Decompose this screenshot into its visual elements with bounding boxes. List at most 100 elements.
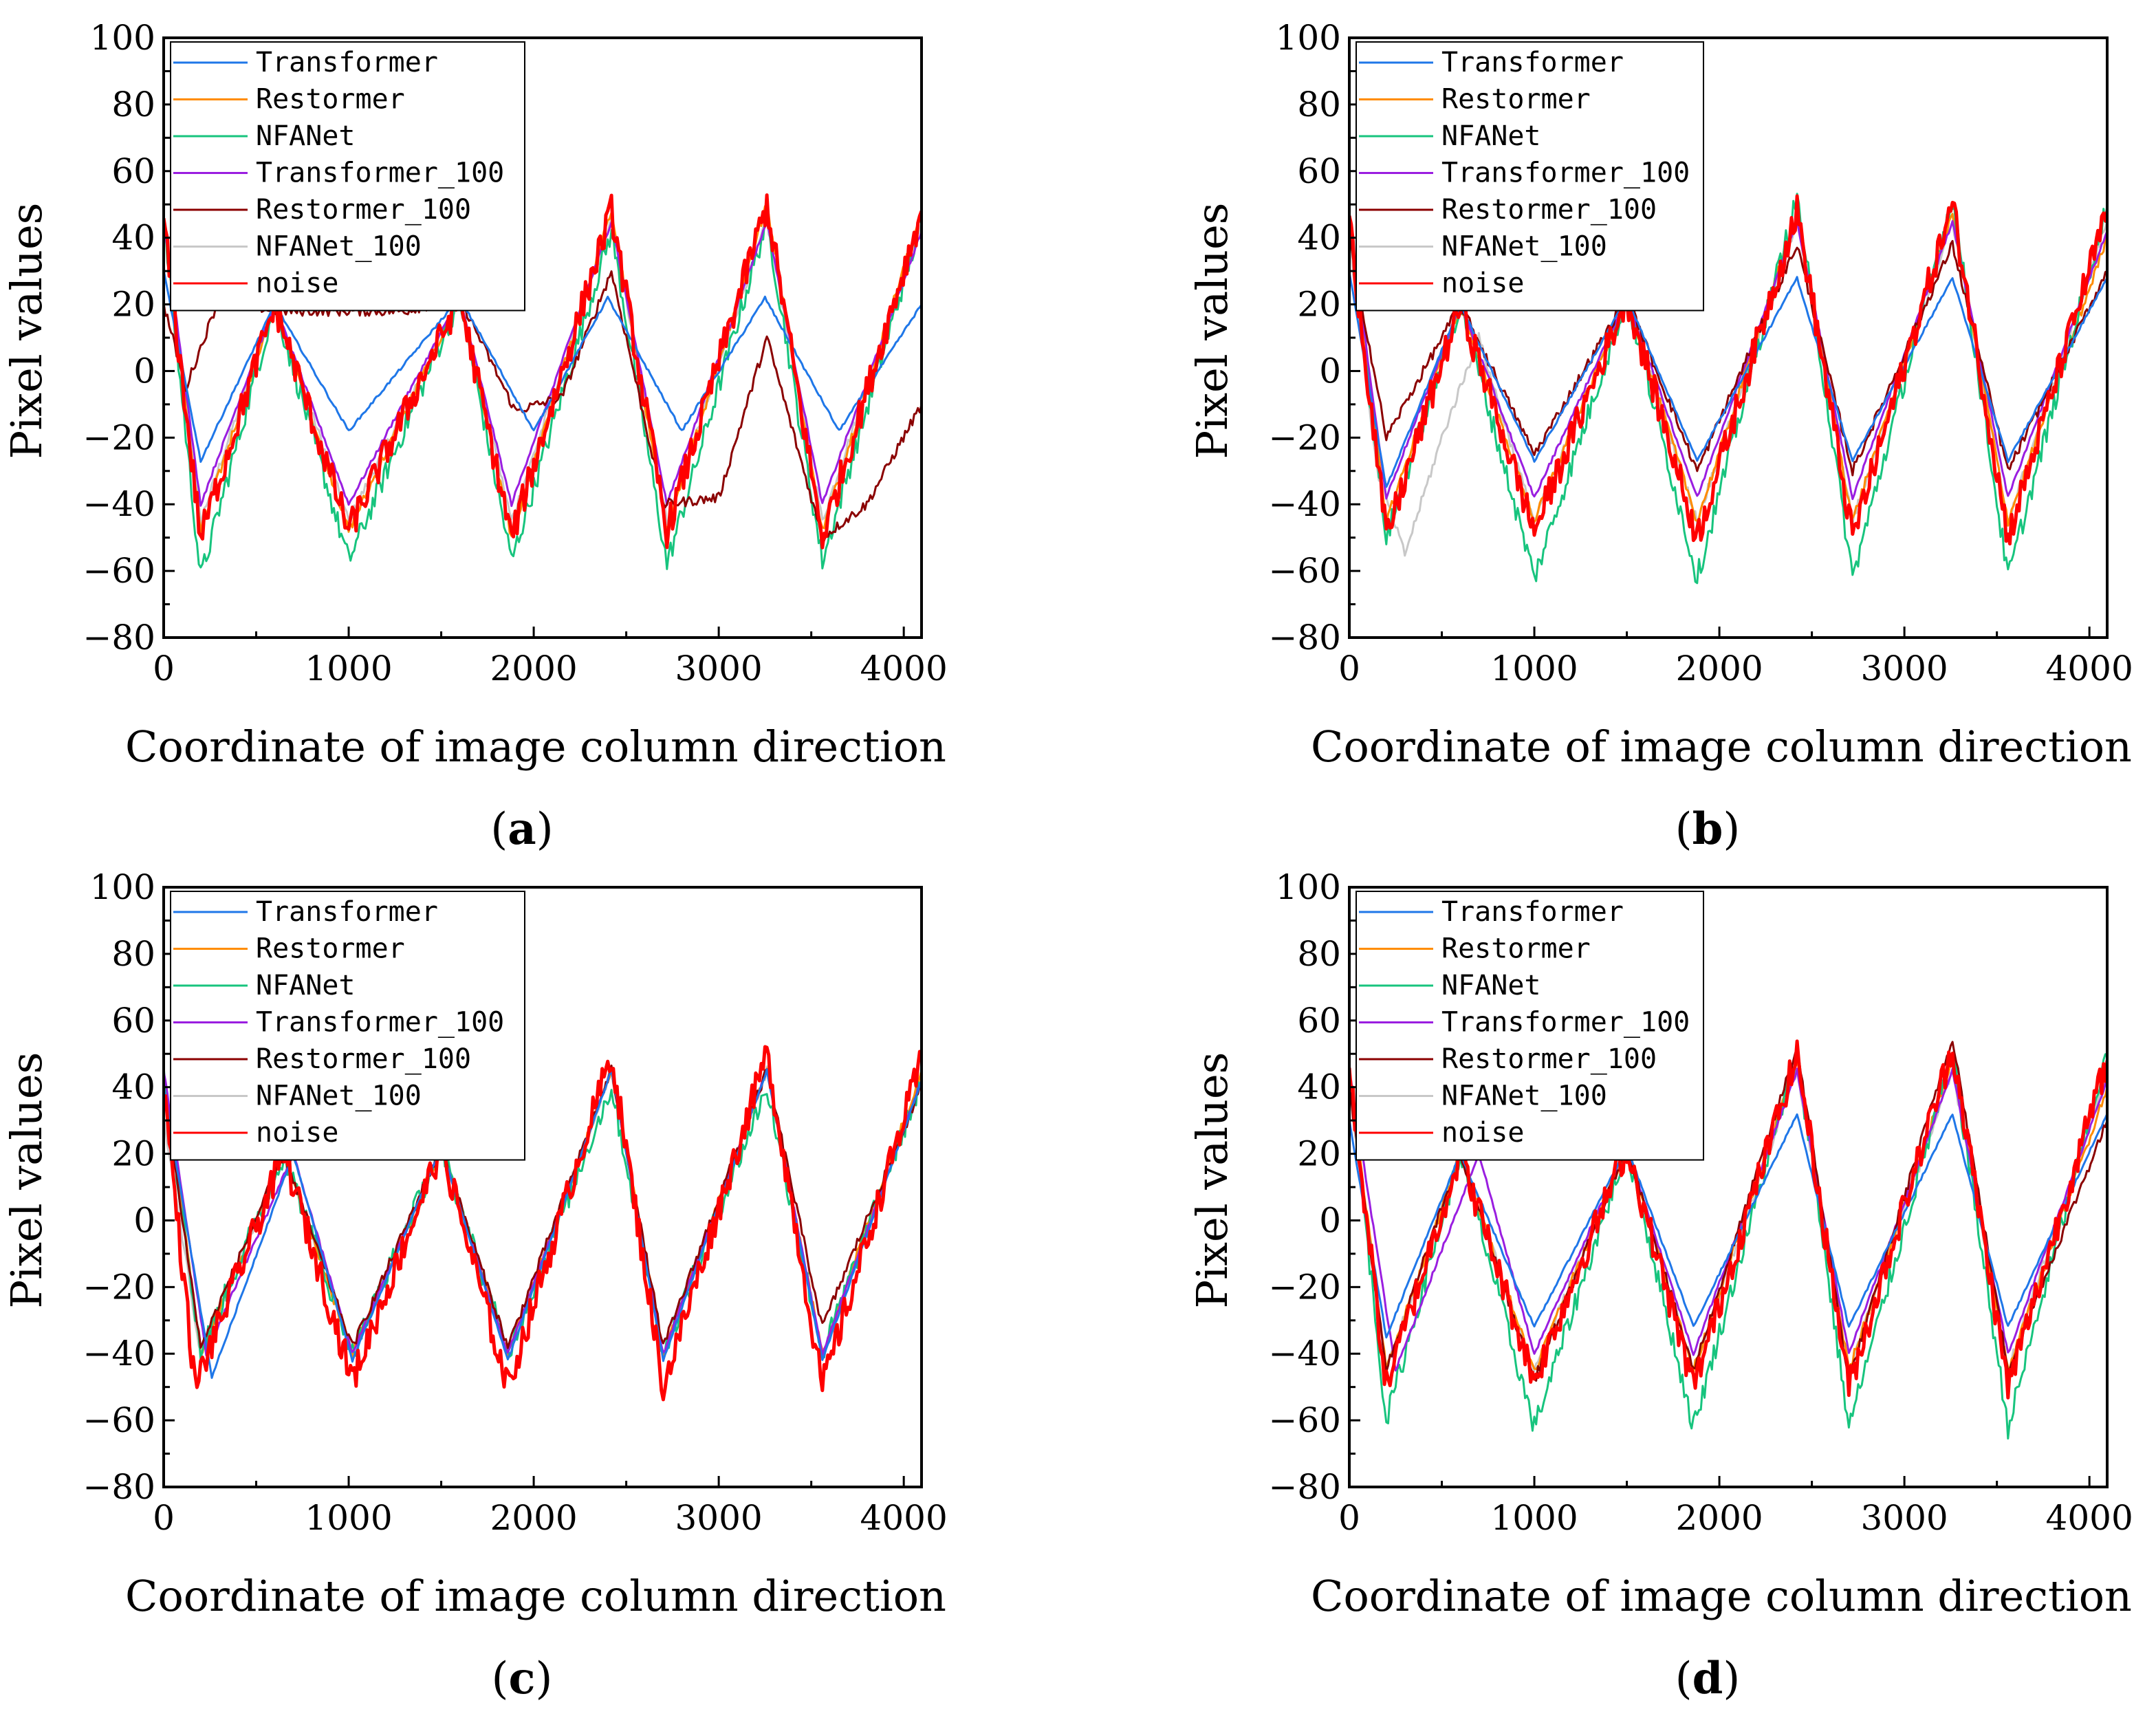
x-tick-label: 2000 [490, 1498, 577, 1538]
y-tick-label: −40 [1268, 484, 1341, 524]
x-tick-label: 1000 [305, 1498, 392, 1538]
y-tick-label: −20 [83, 417, 155, 457]
legend-label: Restormer [1441, 84, 1591, 116]
y-tick-label: 40 [111, 218, 155, 258]
plot-area [1349, 1039, 2107, 1440]
x-axis-label: Coordinate of image column direction [125, 721, 946, 772]
y-tick-label: 40 [1297, 218, 1341, 258]
x-tick-label: 0 [153, 649, 175, 688]
y-tick-label: 40 [1297, 1067, 1341, 1107]
y-tick-label: −80 [1268, 618, 1341, 658]
legend-label: NFANet [256, 970, 356, 1001]
legend: Transformer Restormer NFANet Transformer_10… [1355, 41, 1704, 312]
panel-label: (a) [490, 803, 553, 855]
legend-label: Restormer [256, 84, 405, 116]
legend-label: noise [1441, 1117, 1524, 1149]
legend-box [170, 891, 525, 1161]
x-tick-label: 1000 [305, 649, 392, 688]
legend-label: NFANet [1441, 970, 1541, 1001]
y-axis-label: Pixel values [1187, 1052, 1237, 1309]
y-tick-label: 100 [1276, 18, 1341, 58]
legend-label: NFANet_100 [256, 1080, 422, 1112]
y-tick-label: −80 [83, 1467, 155, 1507]
legend-label: noise [1441, 268, 1524, 299]
y-tick-label: 60 [111, 1001, 155, 1041]
legend: Transformer Restormer NFANet Transformer_10… [170, 891, 525, 1161]
x-axis-label: Coordinate of image column direction [125, 1571, 946, 1621]
y-tick-label: 0 [1319, 351, 1341, 391]
y-tick-label: −40 [1268, 1334, 1341, 1373]
y-tick-label: 80 [1297, 85, 1341, 124]
y-tick-label: 0 [1319, 1200, 1341, 1240]
x-tick-label: 3000 [1861, 649, 1948, 688]
x-tick-label: 2000 [1675, 1498, 1763, 1538]
legend-label: Transformer [256, 47, 438, 78]
legend-label: Transformer_100 [1441, 158, 1690, 189]
y-tick-label: −40 [83, 1334, 155, 1373]
x-tick-label: 3000 [1861, 1498, 1948, 1538]
legend-label: NFANet_100 [1441, 231, 1607, 263]
y-tick-label: 80 [111, 934, 155, 974]
plot-area [164, 1045, 922, 1402]
legend: Transformer Restormer NFANet Transformer_10… [1355, 891, 1704, 1161]
x-tick-label: 3000 [675, 649, 763, 688]
x-tick-label: 4000 [2046, 649, 2133, 688]
y-tick-label: 20 [111, 1134, 155, 1174]
y-tick-label: −60 [1268, 551, 1341, 591]
legend-label: Restormer_100 [256, 194, 471, 226]
legend-label: Transformer_100 [1441, 1007, 1690, 1039]
legend-label: Transformer [1441, 47, 1624, 78]
x-tick-label: 1000 [1490, 649, 1578, 688]
y-tick-label: −60 [83, 1400, 155, 1440]
legend: Transformer Restormer NFANet Transformer_10… [170, 41, 525, 312]
panel-label: (c) [492, 1653, 553, 1704]
y-tick-label: −20 [1268, 417, 1341, 457]
x-tick-label: 2000 [1675, 649, 1763, 688]
panel-label: (b) [1675, 803, 1741, 855]
series-line-nfanet [164, 209, 922, 570]
y-tick-label: 20 [111, 285, 155, 325]
y-tick-label: 0 [133, 351, 155, 391]
legend-label: Transformer_100 [256, 1007, 504, 1039]
x-tick-label: 3000 [675, 1498, 763, 1538]
y-tick-label: 20 [1297, 1134, 1341, 1174]
series-line-noise [1349, 194, 2107, 546]
legend-label: Restormer [256, 933, 405, 965]
series-line-noise [164, 193, 922, 550]
y-tick-label: 20 [1297, 285, 1341, 325]
legend-label: NFANet [1441, 120, 1541, 152]
x-tick-label: 0 [1338, 649, 1360, 688]
x-tick-label: 4000 [860, 1498, 948, 1538]
y-tick-label: 80 [111, 85, 155, 124]
legend-label: noise [256, 268, 338, 299]
y-tick-label: 60 [1297, 1001, 1341, 1041]
legend-label: Restormer_100 [1441, 194, 1657, 226]
legend-label: noise [256, 1117, 338, 1149]
y-tick-label: 60 [1297, 151, 1341, 191]
series-line-noise [164, 1045, 922, 1402]
legend-box [1355, 41, 1704, 312]
legend-label: Transformer [256, 896, 438, 928]
legend-label: Restormer_100 [1441, 1043, 1657, 1075]
x-tick-label: 0 [1338, 1498, 1360, 1538]
x-tick-label: 4000 [2046, 1498, 2133, 1538]
x-axis-label: Coordinate of image column direction [1311, 1571, 2132, 1621]
panel-label: (d) [1675, 1653, 1741, 1704]
y-tick-label: 100 [90, 18, 155, 58]
y-tick-label: 80 [1297, 934, 1341, 974]
plot-area [1349, 193, 2107, 585]
legend-label: Transformer [1441, 896, 1624, 928]
y-tick-label: −80 [1268, 1467, 1341, 1507]
y-tick-label: −20 [1268, 1267, 1341, 1307]
y-axis-label: Pixel values [1, 203, 52, 459]
y-tick-label: 100 [90, 867, 155, 907]
legend-box [1355, 891, 1704, 1161]
y-tick-label: −60 [83, 551, 155, 591]
legend-label: Restormer [1441, 933, 1591, 965]
y-tick-label: −60 [1268, 1400, 1341, 1440]
